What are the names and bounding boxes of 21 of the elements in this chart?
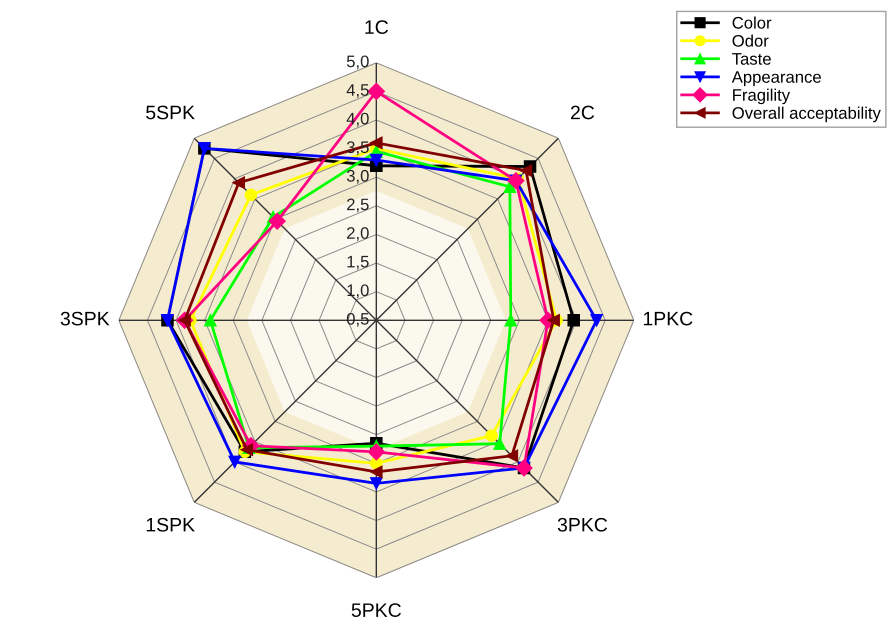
y-tick-label: 4,5 bbox=[346, 84, 369, 98]
y-tick-label: 2,0 bbox=[347, 227, 369, 241]
legend-label: Overall acceptability bbox=[732, 106, 881, 122]
spoke-label: 2C bbox=[571, 106, 594, 120]
y-tick-label: 1,5 bbox=[347, 256, 369, 270]
spoke-label: 3SPK bbox=[60, 312, 110, 326]
y-tick-label: 1,0 bbox=[347, 284, 369, 298]
legend-label: Fragility bbox=[733, 88, 790, 104]
y-tick-label: 3,0 bbox=[346, 170, 369, 184]
y-tick-label: 5,0 bbox=[346, 55, 369, 70]
legend-label: Appearance bbox=[732, 71, 821, 86]
legend-label: Odor bbox=[732, 34, 769, 47]
spoke-label: 1C bbox=[365, 20, 388, 34]
legend-label: Taste bbox=[732, 53, 771, 65]
spoke-label: 5SPK bbox=[146, 106, 195, 120]
spoke-label: 3PKC bbox=[558, 518, 608, 532]
spoke-label: 5PKC bbox=[352, 603, 401, 618]
y-tick-label: 2,5 bbox=[347, 198, 369, 212]
spoke-label: 1SPK bbox=[146, 518, 195, 532]
legend-label: Color bbox=[732, 16, 772, 29]
spoke-label: 1PKC bbox=[644, 312, 692, 326]
